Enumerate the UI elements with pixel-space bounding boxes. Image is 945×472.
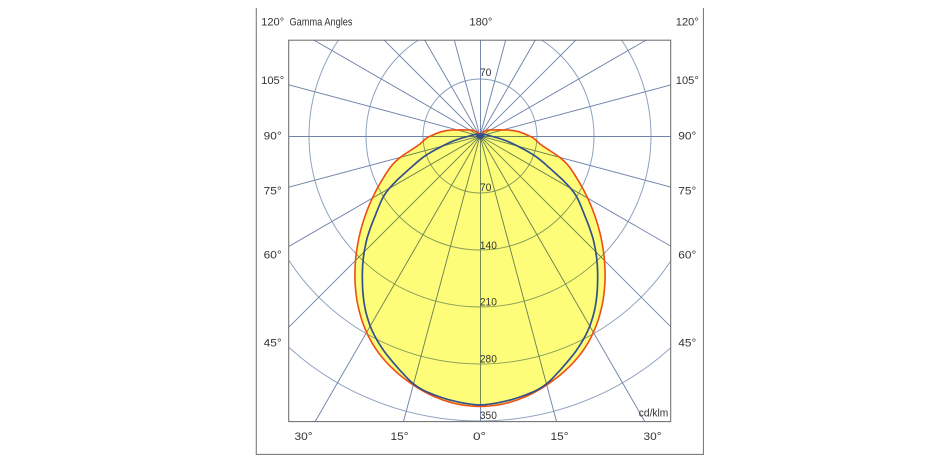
svg-text:30°: 30° [644,431,662,443]
svg-text:45°: 45° [678,337,696,349]
svg-text:90°: 90° [678,131,696,143]
svg-text:60°: 60° [678,250,696,262]
svg-text:180°: 180° [469,17,492,29]
svg-text:105°: 105° [676,75,699,87]
svg-text:280: 280 [480,354,497,366]
svg-text:105°: 105° [261,75,284,87]
svg-text:45°: 45° [264,337,282,349]
svg-text:cd/klm: cd/klm [639,407,669,419]
svg-text:350: 350 [480,410,497,422]
svg-text:75°: 75° [678,186,696,198]
svg-text:15°: 15° [551,431,569,443]
svg-text:30°: 30° [295,431,313,443]
svg-text:60°: 60° [264,250,282,262]
svg-text:Gamma Angles: Gamma Angles [290,17,353,29]
svg-text:140: 140 [480,240,497,252]
svg-text:210: 210 [480,297,497,309]
svg-text:15°: 15° [391,431,409,443]
svg-text:120°: 120° [261,17,284,29]
svg-text:75°: 75° [264,186,282,198]
svg-text:0°: 0° [473,431,486,443]
svg-text:90°: 90° [264,131,282,143]
svg-text:120°: 120° [676,17,699,29]
svg-text:70: 70 [480,182,492,194]
svg-text:70: 70 [480,67,492,79]
